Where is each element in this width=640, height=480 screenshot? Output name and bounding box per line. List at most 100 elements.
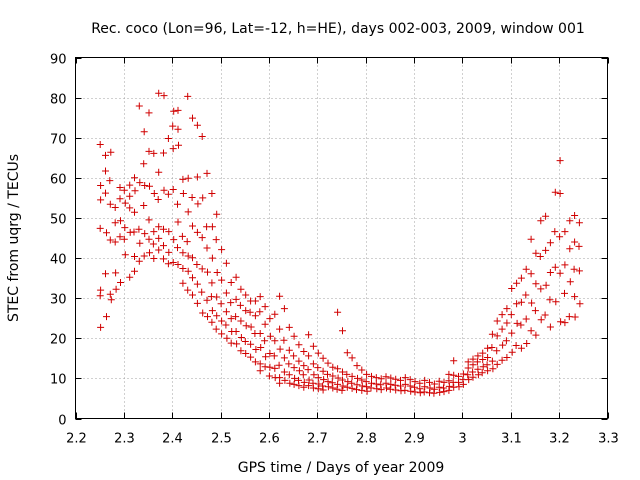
data-point — [334, 374, 342, 382]
y-tick-label: 40 — [50, 253, 67, 268]
data-point — [261, 337, 269, 345]
data-point — [96, 292, 104, 300]
chart-title: Rec. coco (Lon=96, Lat=-12, h=HE), days … — [91, 21, 585, 37]
data-point — [304, 366, 312, 374]
data-point — [570, 265, 578, 273]
x-tick-label: 3.3 — [598, 432, 619, 447]
data-point — [97, 323, 105, 331]
data-point — [478, 369, 486, 377]
data-point — [546, 323, 554, 331]
data-point — [150, 255, 158, 262]
data-point — [184, 92, 192, 100]
data-point — [145, 109, 153, 117]
data-point — [212, 325, 220, 333]
data-point — [333, 385, 341, 393]
data-point — [141, 230, 149, 238]
data-point — [222, 289, 230, 297]
data-point — [111, 238, 119, 246]
data-point — [261, 303, 269, 311]
data-point — [498, 325, 506, 333]
data-point — [358, 376, 366, 384]
data-point — [135, 257, 143, 265]
x-tick-label: 2.3 — [114, 432, 135, 447]
x-tick-label: 2.7 — [307, 432, 328, 447]
data-point — [474, 352, 482, 360]
data-point — [479, 356, 487, 363]
data-points — [96, 89, 584, 397]
data-point — [551, 228, 559, 236]
data-point — [382, 373, 390, 381]
data-point — [141, 182, 149, 189]
data-point — [140, 128, 148, 136]
data-point — [247, 340, 255, 348]
data-point — [575, 242, 583, 250]
data-point — [450, 371, 458, 379]
data-point — [203, 169, 211, 177]
data-point — [223, 334, 231, 342]
data-point — [120, 235, 128, 243]
data-point — [208, 254, 216, 262]
data-point — [377, 386, 385, 394]
data-point — [522, 315, 530, 323]
data-point — [131, 187, 139, 195]
data-point — [531, 307, 539, 315]
data-point — [160, 92, 168, 100]
x-tick-label: 2.2 — [66, 432, 87, 447]
x-tick-label: 2.4 — [162, 432, 183, 447]
data-point — [353, 362, 361, 370]
data-point — [189, 291, 196, 299]
data-point — [193, 228, 201, 236]
data-point — [353, 386, 360, 394]
data-point — [561, 261, 569, 269]
plot-frame — [75, 57, 608, 419]
data-point — [102, 189, 109, 197]
data-point — [199, 194, 207, 202]
data-point — [174, 244, 181, 252]
data-point — [532, 249, 540, 257]
data-point — [145, 216, 153, 224]
data-point — [295, 367, 303, 375]
data-point — [319, 367, 327, 375]
data-point — [498, 356, 506, 364]
data-point — [513, 279, 521, 287]
data-point — [508, 329, 516, 337]
data-point — [309, 342, 317, 350]
data-point — [276, 379, 284, 387]
data-point — [285, 346, 293, 354]
data-point — [354, 374, 361, 382]
data-point — [571, 293, 579, 301]
data-point — [392, 386, 400, 394]
axis-ticks: 2.2 2.3 2.4 2.5 2.6 2.7 2.8 2.9 3 3.1 3.2 3.3 0 10 20 3… — [50, 53, 619, 447]
data-point — [551, 188, 559, 196]
data-point — [103, 229, 110, 237]
data-point — [189, 274, 196, 282]
data-point — [256, 293, 264, 301]
data-point — [329, 372, 337, 380]
data-point — [523, 340, 531, 347]
data-point — [489, 365, 497, 373]
data-point — [377, 375, 385, 383]
data-point — [241, 338, 249, 345]
data-point — [247, 323, 255, 331]
data-point — [314, 364, 322, 372]
data-point — [343, 370, 351, 378]
data-point — [184, 174, 192, 182]
x-tick-label: 3.1 — [501, 432, 522, 447]
data-point — [97, 196, 105, 204]
x-tick-label: 2.8 — [356, 432, 377, 447]
data-point — [174, 200, 181, 208]
y-tick-label: 30 — [50, 293, 67, 308]
data-point — [300, 348, 308, 355]
data-point — [401, 386, 409, 394]
data-point — [116, 233, 124, 241]
data-point — [256, 308, 264, 316]
data-point — [160, 225, 167, 233]
data-point — [324, 370, 331, 378]
data-point — [218, 246, 226, 254]
data-point — [309, 360, 317, 368]
y-tick-label: 70 — [50, 133, 67, 148]
data-point — [164, 260, 172, 268]
data-point — [479, 363, 487, 371]
data-point — [324, 359, 332, 367]
